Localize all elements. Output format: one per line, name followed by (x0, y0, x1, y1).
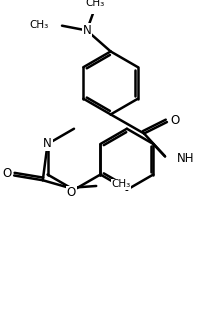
Text: CH₃: CH₃ (29, 20, 49, 30)
Text: CH₃: CH₃ (112, 179, 131, 189)
Text: N: N (43, 138, 52, 150)
Text: NH: NH (177, 152, 194, 165)
Text: N: N (82, 24, 91, 37)
Text: O: O (170, 114, 179, 127)
Text: O: O (67, 186, 76, 199)
Text: CH₃: CH₃ (86, 0, 105, 8)
Text: O: O (2, 167, 11, 180)
